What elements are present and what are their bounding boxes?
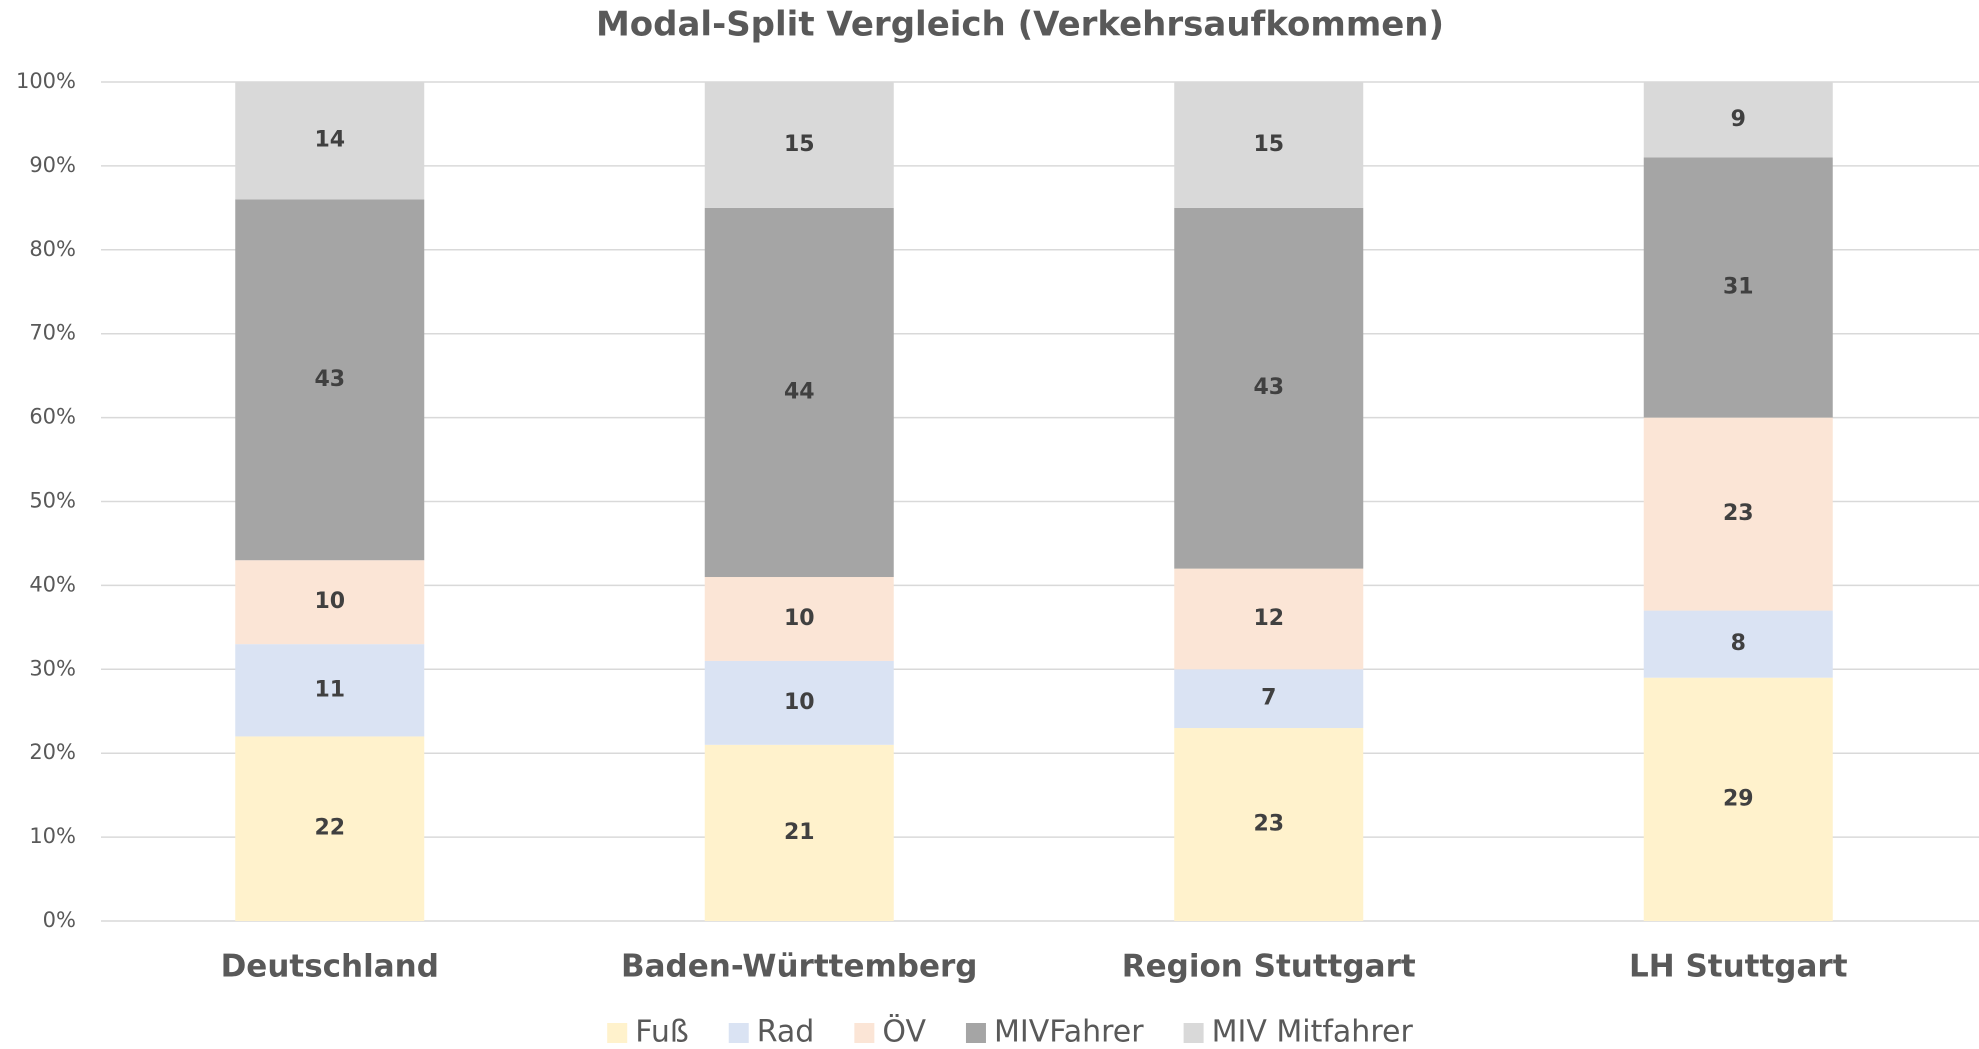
- bar-segment: [1643, 417, 1833, 611]
- bar-segment: [704, 744, 894, 921]
- data-label: 43: [314, 367, 345, 392]
- legend-swatch: [1183, 1023, 1204, 1043]
- legend-label: ÖV: [882, 1014, 926, 1049]
- bar-segment: [235, 199, 425, 561]
- data-label: 10: [784, 690, 815, 715]
- bar-segment: [235, 644, 425, 737]
- y-tick-label: 0%: [43, 908, 76, 932]
- legend-label: Rad: [757, 1015, 815, 1049]
- data-label: 43: [1253, 375, 1284, 400]
- data-label: 23: [1253, 812, 1284, 837]
- data-label: 11: [314, 677, 345, 702]
- y-tick-label: 20%: [29, 740, 76, 764]
- x-tick-label: Baden-Württemberg: [621, 949, 978, 985]
- data-label: 9: [1731, 107, 1746, 132]
- bar-segment: [1174, 207, 1364, 569]
- bar-segment: [235, 82, 425, 200]
- data-label: 22: [314, 816, 345, 841]
- bar-segment: [704, 660, 894, 745]
- bar-segment: [1174, 728, 1364, 921]
- data-label: 7: [1261, 686, 1276, 711]
- x-tick-label: Deutschland: [221, 949, 439, 985]
- data-label: 15: [1253, 132, 1284, 157]
- bar-segment: [1643, 157, 1833, 418]
- bar-segment: [1643, 677, 1833, 921]
- data-label: 21: [784, 820, 815, 845]
- legend-swatch: [854, 1023, 875, 1043]
- data-label: 29: [1723, 786, 1754, 811]
- y-tick-label: 90%: [29, 153, 76, 177]
- data-label: 12: [1253, 606, 1284, 631]
- legend-swatch: [965, 1023, 986, 1043]
- y-tick-label: 10%: [29, 824, 76, 848]
- bar-segment: [1174, 669, 1364, 729]
- data-label: 23: [1723, 501, 1754, 526]
- bar-segment: [1174, 568, 1364, 670]
- y-tick-label: 70%: [29, 321, 76, 345]
- y-tick-label: 80%: [29, 237, 76, 261]
- data-label: 8: [1731, 631, 1746, 656]
- bar-segment: [1643, 610, 1833, 678]
- bar-segment: [1643, 82, 1833, 158]
- bar-segment: [235, 560, 425, 645]
- y-tick-label: 40%: [29, 572, 76, 596]
- bar-segment: [1174, 82, 1364, 208]
- data-label: 10: [784, 606, 815, 631]
- legend-swatch: [728, 1023, 749, 1043]
- x-tick-label: LH Stuttgart: [1629, 949, 1848, 985]
- bar-segment: [235, 736, 425, 921]
- data-label: 10: [314, 589, 345, 614]
- y-tick-label: 30%: [29, 656, 76, 680]
- y-tick-label: 50%: [29, 489, 76, 513]
- data-label: 15: [784, 132, 815, 157]
- bar-segment: [704, 577, 894, 661]
- legend-swatch: [607, 1023, 628, 1043]
- x-tick-label: Region Stuttgart: [1122, 949, 1416, 985]
- legend-label: MIV Mitfahrer: [1212, 1015, 1414, 1049]
- data-label: 44: [784, 379, 815, 404]
- legend-label: MIVFahrer: [994, 1015, 1144, 1049]
- y-tick-label: 100%: [16, 69, 76, 93]
- chart-title: Modal-Split Vergleich (Verkehrsaufkommen…: [596, 5, 1444, 45]
- legend-label: Fuß: [635, 1015, 689, 1049]
- y-tick-label: 60%: [29, 405, 76, 429]
- data-label: 31: [1723, 275, 1754, 300]
- bar-segment: [704, 207, 894, 578]
- data-label: 14: [314, 128, 345, 153]
- bar-segment: [704, 82, 894, 208]
